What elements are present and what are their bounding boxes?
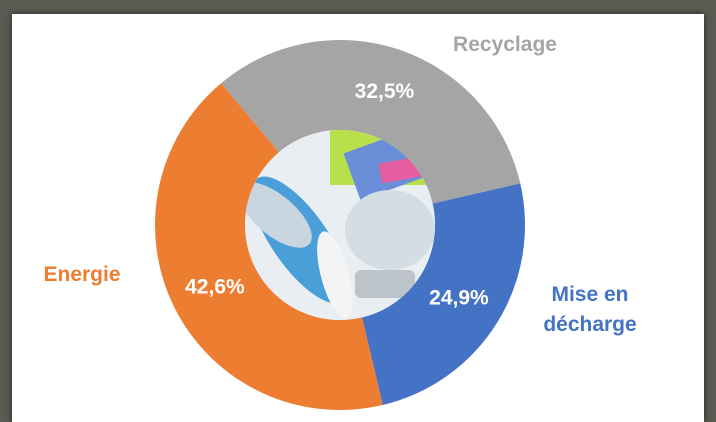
value-label: 32,5%	[355, 80, 415, 103]
category-label: Mise en décharge	[543, 283, 637, 336]
category-label: Recyclage	[453, 33, 557, 56]
value-label: 42,6%	[185, 275, 245, 298]
donut-segment	[154, 83, 383, 411]
center-photo	[245, 130, 435, 320]
donut-segment	[361, 183, 526, 405]
value-label: 24,9%	[429, 286, 489, 309]
category-label: Energie	[43, 263, 121, 286]
donut-segment	[221, 39, 521, 204]
